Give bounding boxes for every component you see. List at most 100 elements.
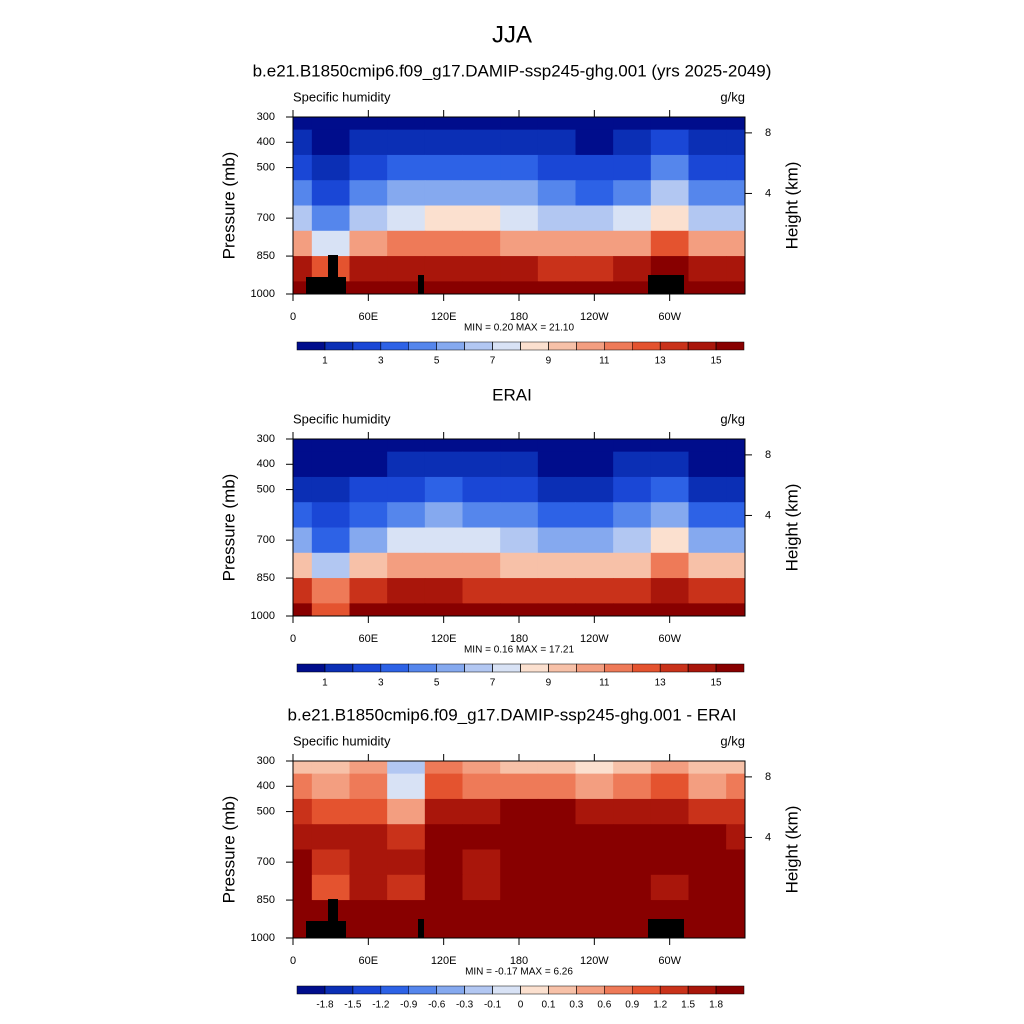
contour-cell bbox=[650, 154, 689, 181]
colorbar-label: 7 bbox=[490, 356, 496, 367]
y2-tick-label: 8 bbox=[765, 771, 771, 783]
contour-cell bbox=[349, 552, 388, 579]
contour-cell bbox=[500, 154, 539, 181]
contour-cell bbox=[424, 154, 463, 181]
contour-cell bbox=[688, 824, 727, 850]
contour-cell bbox=[688, 180, 727, 206]
colorbar-box bbox=[464, 985, 493, 995]
contour-cell bbox=[293, 180, 313, 206]
contour-cell bbox=[726, 925, 745, 938]
contour-cell bbox=[726, 527, 745, 554]
contour-cell bbox=[688, 129, 727, 156]
colorbar-box bbox=[604, 663, 633, 673]
contour-cell bbox=[537, 476, 576, 503]
contour-cell bbox=[462, 281, 501, 294]
contour-cell bbox=[462, 527, 501, 554]
contour-cell bbox=[349, 154, 388, 181]
contour-cell bbox=[462, 773, 501, 800]
colorbar-box bbox=[436, 985, 465, 995]
contour-cell bbox=[311, 476, 350, 503]
contour-cell bbox=[424, 502, 463, 528]
contour-cell bbox=[688, 502, 727, 528]
colorbar-box bbox=[324, 985, 354, 995]
contour-cell bbox=[500, 451, 539, 478]
colorbar-box bbox=[548, 985, 577, 995]
colorbar-box bbox=[380, 341, 409, 351]
colorbar-box bbox=[352, 985, 382, 995]
colorbar-box bbox=[352, 663, 382, 673]
y2-tick-label: 4 bbox=[765, 187, 771, 199]
contour-cell bbox=[424, 451, 463, 478]
colorbar-box bbox=[408, 341, 437, 351]
y-tick-label: 300 bbox=[257, 433, 275, 445]
contour-cell bbox=[500, 603, 539, 616]
contour-cell bbox=[311, 451, 350, 478]
contour-cell bbox=[575, 874, 614, 901]
contour-cell bbox=[293, 603, 313, 616]
contour-cell bbox=[688, 476, 727, 503]
colorbar-box bbox=[715, 663, 745, 673]
x-tick-label: 60W bbox=[658, 955, 681, 967]
contour-cell bbox=[293, 552, 313, 579]
colorbar-box bbox=[492, 341, 521, 351]
contour-cell bbox=[462, 117, 501, 131]
contour-cell bbox=[349, 476, 388, 503]
contour-cell bbox=[575, 824, 614, 850]
contour-cell bbox=[424, 281, 463, 294]
contour-cell bbox=[424, 527, 463, 554]
contour-cell bbox=[387, 874, 426, 901]
contour-cell bbox=[349, 180, 388, 206]
contour-cell bbox=[613, 439, 652, 453]
contour-cell bbox=[726, 256, 745, 282]
contour-cell bbox=[537, 527, 576, 554]
panel-title: ERAI bbox=[492, 385, 532, 404]
contour-cell bbox=[293, 205, 313, 232]
colorbar-label: 9 bbox=[546, 356, 552, 367]
contour-cell bbox=[349, 527, 388, 554]
colorbar-box bbox=[520, 341, 549, 351]
contour-cell bbox=[613, 180, 652, 206]
contour-cell bbox=[537, 798, 576, 825]
colorbar-box bbox=[632, 663, 661, 673]
contour-cell bbox=[500, 527, 539, 554]
contour-cell bbox=[726, 874, 745, 901]
colorbar-box bbox=[520, 663, 549, 673]
colorbar-box bbox=[520, 985, 549, 995]
contour-cell bbox=[613, 230, 652, 257]
y-axis-label: Pressure (mb) bbox=[219, 152, 238, 260]
contour-cell bbox=[293, 761, 313, 775]
contour-cell bbox=[293, 849, 313, 876]
field bbox=[293, 439, 745, 616]
colorbar-label: 3 bbox=[378, 678, 384, 689]
colorbar-label: 13 bbox=[655, 356, 667, 367]
colorbar-label: 1.2 bbox=[653, 1000, 667, 1011]
contour-cell bbox=[349, 451, 388, 478]
contour-cell bbox=[613, 256, 652, 282]
colorbar-box bbox=[324, 663, 354, 673]
left-string: Specific humidity bbox=[293, 89, 391, 104]
contour-cell bbox=[537, 256, 576, 282]
contour-cell bbox=[575, 281, 614, 294]
contour-cell bbox=[311, 502, 350, 528]
colorbar-box bbox=[436, 341, 465, 351]
contour-cell bbox=[650, 761, 689, 775]
contour-cell bbox=[688, 798, 727, 825]
contour-cell bbox=[500, 205, 539, 232]
contour-cell bbox=[726, 230, 745, 257]
contour-cell bbox=[613, 603, 652, 616]
x-tick-label: 60W bbox=[658, 633, 681, 645]
contour-cell bbox=[688, 578, 727, 604]
contour-cell bbox=[500, 849, 539, 876]
contour-cell bbox=[500, 129, 539, 156]
x-tick-label: 120W bbox=[580, 311, 609, 323]
colorbar-box bbox=[687, 341, 717, 351]
contour-cell bbox=[688, 117, 727, 131]
contour-cell bbox=[613, 900, 652, 926]
contour-cell bbox=[500, 773, 539, 800]
contour-cell bbox=[613, 281, 652, 294]
contour-cell bbox=[462, 849, 501, 876]
contour-cell bbox=[500, 256, 539, 282]
contour-cell bbox=[311, 849, 350, 876]
terrain bbox=[418, 919, 424, 938]
contour-cell bbox=[500, 874, 539, 901]
